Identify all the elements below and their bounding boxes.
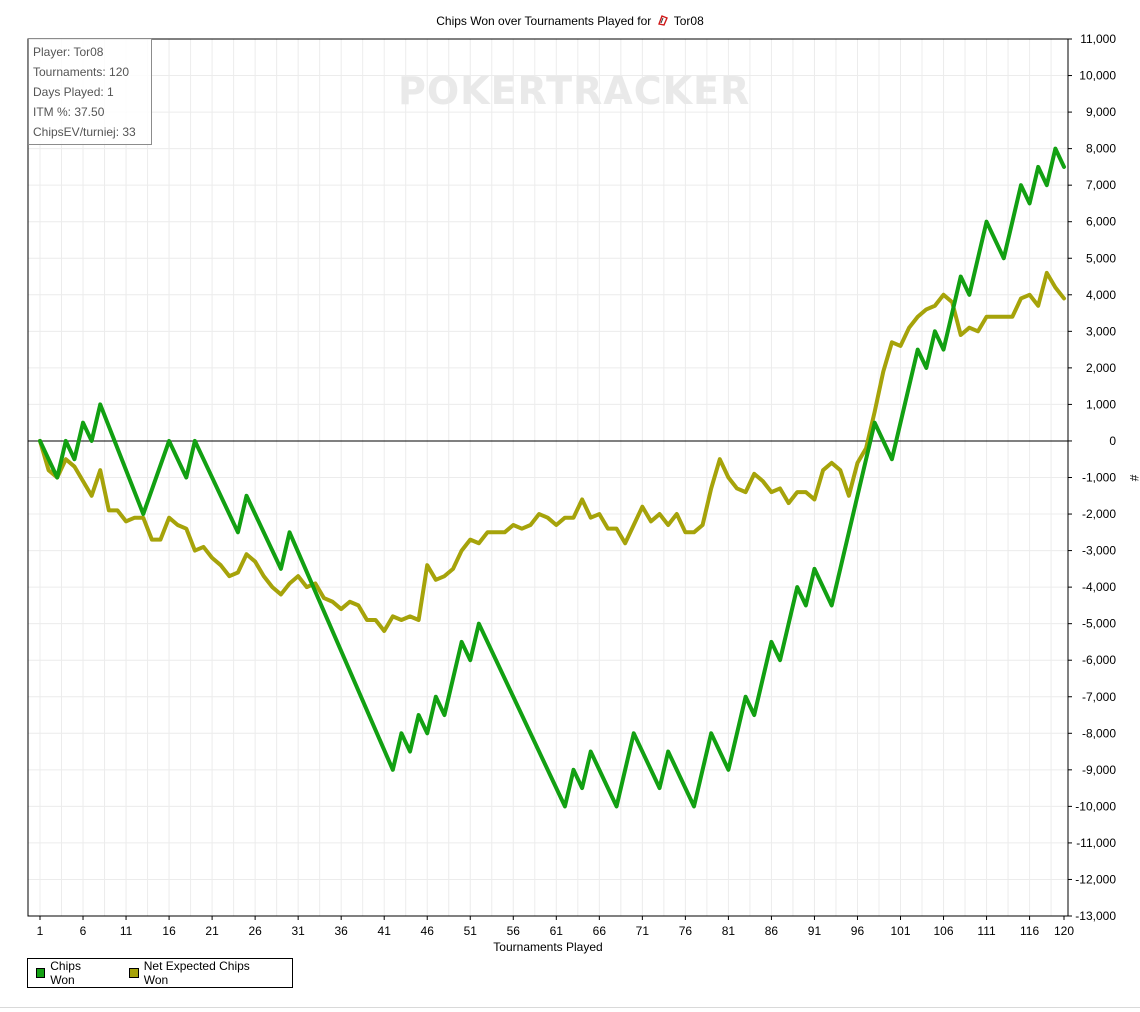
x-tick-label: 86: [765, 924, 779, 938]
y-tick-label: 10,000: [1079, 69, 1116, 83]
series-layer: [38, 146, 1066, 809]
pokertracker-logo-icon: [657, 15, 668, 26]
y-tick-label: 6,000: [1086, 215, 1116, 229]
y-tick-label: 5,000: [1086, 251, 1116, 265]
pokertracker-watermark: POKERTRACKER: [398, 69, 750, 113]
chart-title-player: Tor08: [673, 14, 704, 28]
legend-item-net-expected[interactable]: Net Expected Chips Won: [129, 959, 266, 987]
legend-item-chips-won[interactable]: Chips Won: [36, 959, 103, 987]
y-tick-label: -7,000: [1082, 690, 1116, 704]
y-tick-label: 7,000: [1086, 178, 1116, 192]
x-tick-label: 71: [636, 924, 650, 938]
x-tick-label: 116: [1020, 924, 1039, 938]
x-tick-label: 26: [248, 924, 262, 938]
x-tick-label: 91: [808, 924, 822, 938]
x-tick-label: 96: [851, 924, 865, 938]
y-tick-label: 9,000: [1086, 105, 1116, 119]
y-tick-label: -1,000: [1082, 471, 1116, 485]
y-tick-label: -9,000: [1082, 763, 1116, 777]
y-tick-label: -8,000: [1082, 726, 1116, 740]
y-axis-ticks: 11,000 10,000 9,000 8,000 7,000 6,000 5,000 4,0…: [1068, 32, 1116, 923]
chart-title: Chips Won over Tournaments Played for To…: [0, 14, 1140, 28]
legend-label-net-expected: Net Expected Chips Won: [143, 959, 250, 987]
y-tick-label: -2,000: [1082, 507, 1116, 521]
x-tick-label: 6: [80, 924, 87, 938]
y-tick-label: -13,000: [1075, 909, 1116, 923]
x-tick-label: 36: [334, 924, 348, 938]
x-axis-ticks: 1 6 11 16 21 26 31 36 41 46 51 56 61 66 71 76 81 86 91 96 10…: [37, 916, 1074, 938]
y-tick-label: -11,000: [1076, 836, 1116, 850]
x-tick-label: 56: [507, 924, 521, 938]
x-tick-label: 66: [593, 924, 607, 938]
x-tick-label: 16: [162, 924, 176, 938]
x-tick-label: 41: [378, 924, 392, 938]
y-tick-label: -12,000: [1075, 872, 1116, 886]
x-tick-label: 120: [1054, 924, 1074, 938]
stat-tournaments: Tournaments: 120: [33, 65, 130, 79]
y-tick-label: -6,000: [1082, 653, 1116, 667]
x-tick-label: 111: [977, 924, 996, 938]
x-tick-label: 101: [890, 924, 910, 938]
y-tick-label: 2,000: [1086, 361, 1116, 375]
stat-chipsev: ChipsEV/turniej: 33: [33, 125, 136, 139]
chips-won-swatch-icon: [36, 968, 46, 978]
y-tick-label: 4,000: [1086, 288, 1116, 302]
footer-divider: [0, 1007, 1140, 1008]
x-axis-label: Tournaments Played: [493, 940, 602, 954]
stat-days-played: Days Played: 1: [33, 85, 114, 99]
x-tick-label: 51: [464, 924, 478, 938]
y-tick-label: -4,000: [1082, 580, 1116, 594]
x-tick-label: 61: [550, 924, 564, 938]
grid-lines: [28, 38, 1068, 917]
chart-legend: Chips Won Net Expected Chips Won: [27, 958, 293, 988]
y-tick-label: -10,000: [1075, 799, 1116, 813]
x-tick-label: 1: [37, 924, 44, 938]
y-tick-label: 0: [1109, 434, 1116, 448]
x-tick-label: 106: [934, 924, 954, 938]
stat-itm: ITM %: 37.50: [33, 105, 105, 119]
y-axis-label: #: [1127, 475, 1140, 482]
chart-title-text: Chips Won over Tournaments Played for: [436, 14, 652, 28]
player-stats-box: Player: Tor08 Tournaments: 120 Days Play…: [28, 38, 152, 145]
y-tick-label: 3,000: [1086, 324, 1116, 338]
y-tick-label: 11,000: [1080, 32, 1116, 46]
x-tick-label: 46: [421, 924, 435, 938]
x-tick-label: 21: [205, 924, 219, 938]
x-tick-label: 76: [679, 924, 693, 938]
x-tick-label: 11: [120, 924, 133, 938]
chips-won-line: [38, 146, 1066, 809]
y-tick-label: 1,000: [1086, 397, 1116, 411]
x-tick-label: 31: [291, 924, 305, 938]
y-tick-label: -3,000: [1082, 544, 1116, 558]
net-expected-line: [38, 270, 1066, 633]
y-tick-label: -5,000: [1082, 617, 1116, 631]
stat-player: Player: Tor08: [33, 45, 104, 59]
net-expected-swatch-icon: [129, 968, 139, 978]
legend-label-chips-won: Chips Won: [50, 959, 81, 987]
y-tick-label: 8,000: [1086, 142, 1116, 156]
x-tick-label: 81: [722, 924, 736, 938]
